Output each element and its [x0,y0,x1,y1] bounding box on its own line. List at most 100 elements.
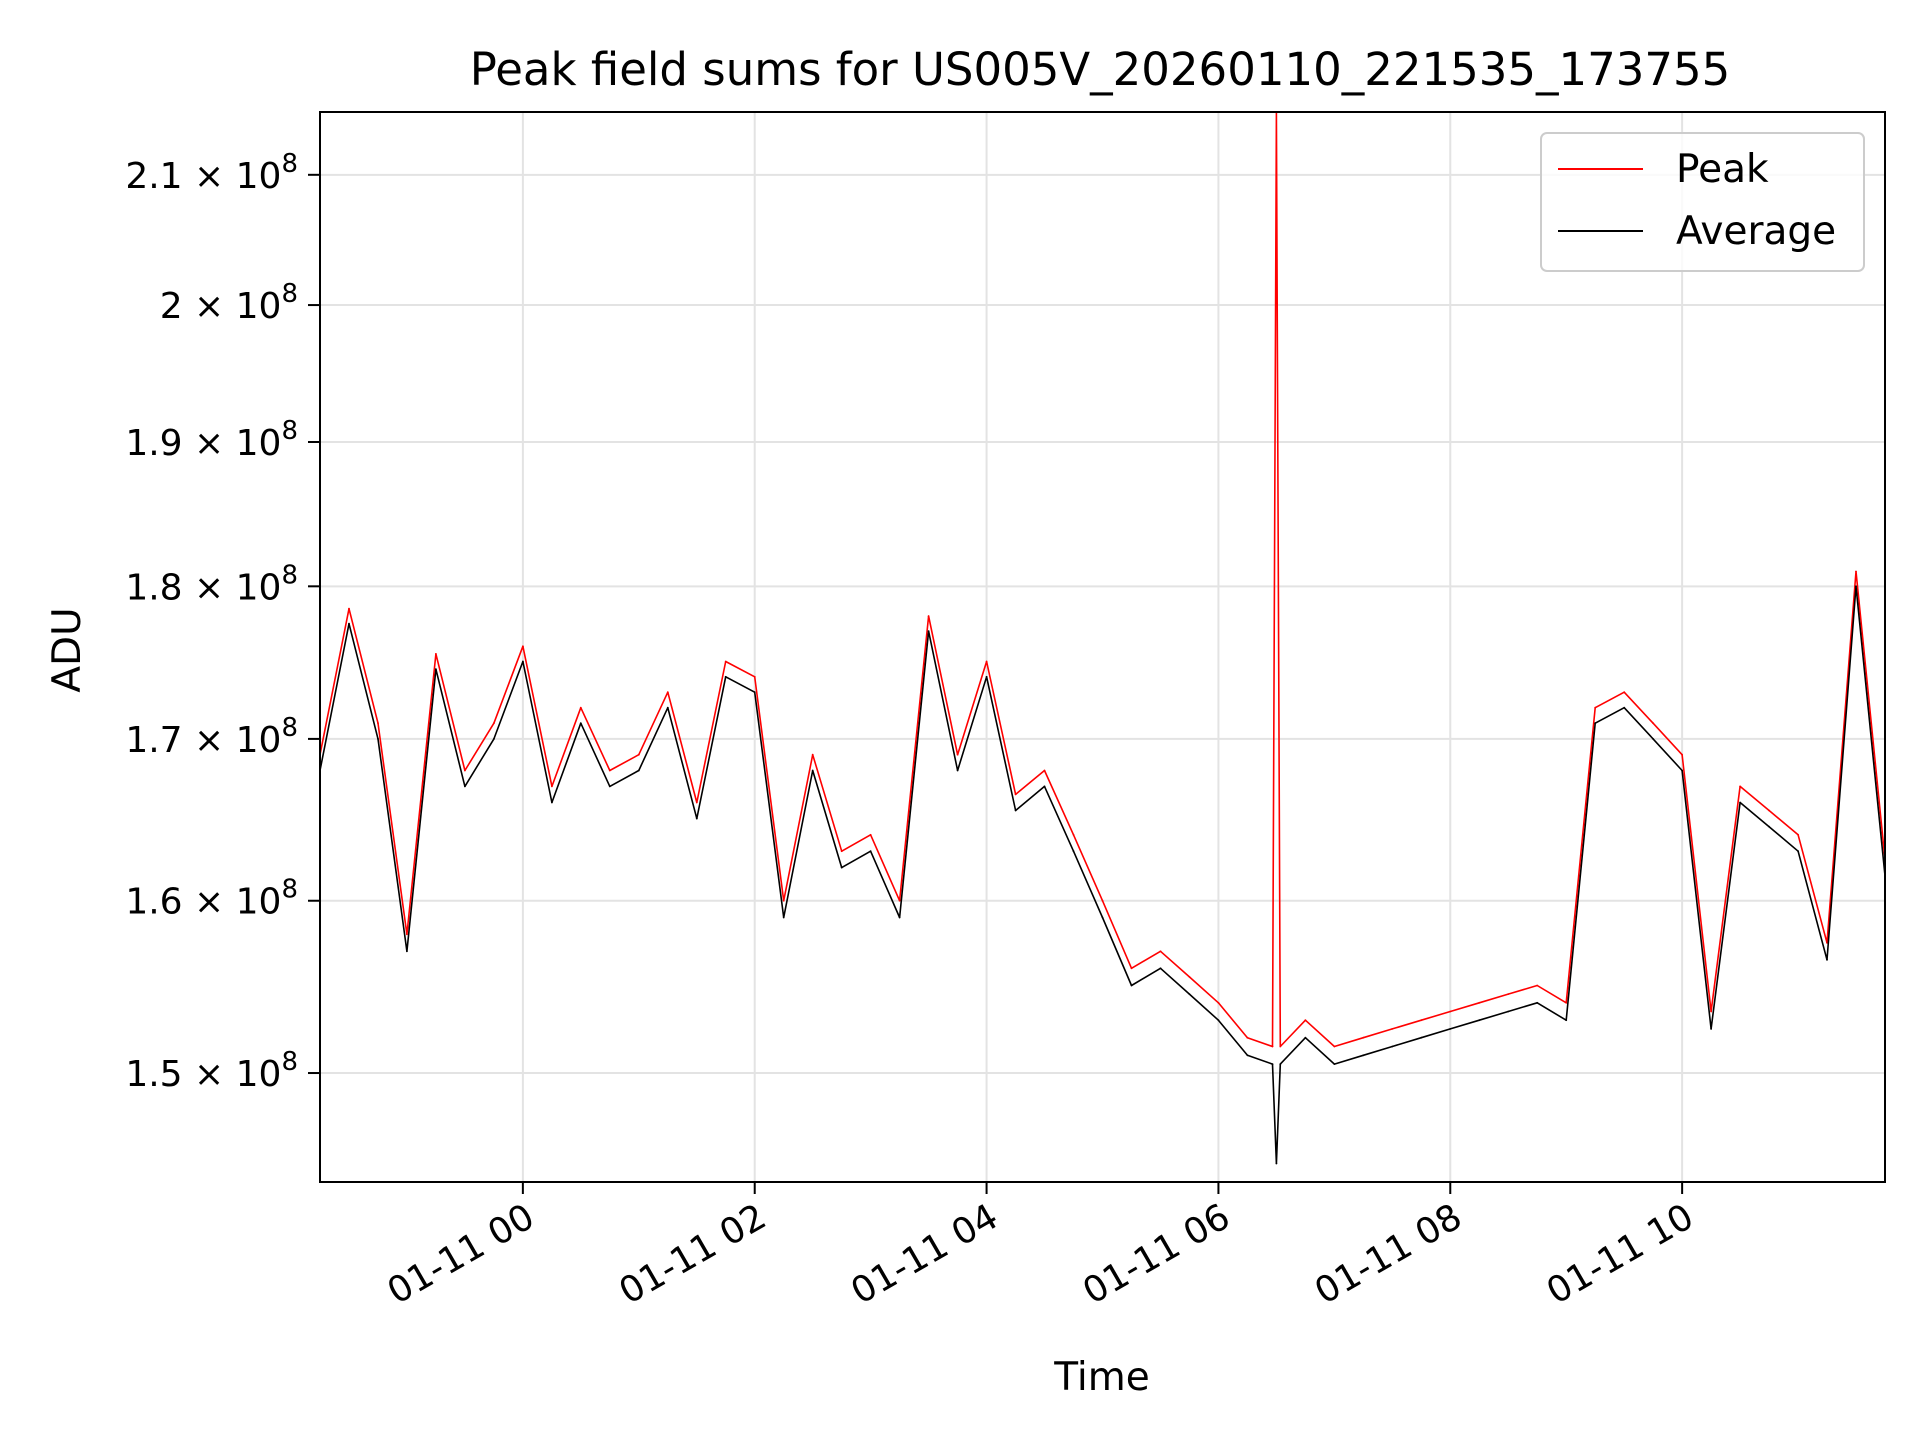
data-point-peak [1188,976,1191,978]
chart-title: Peak field sums for US005V_20260110_2215… [470,43,1731,96]
data-point-peak [1826,941,1828,944]
data-point-average [1275,1162,1278,1165]
data-point-average [579,722,582,725]
legend-label-average: Average [1676,209,1836,254]
data-point-average [782,916,785,919]
data-point-peak [1246,1036,1249,1039]
data-point-average [1271,1063,1274,1065]
data-point-average [985,675,988,678]
data-point-peak [1855,570,1857,573]
data-point-peak [1271,1045,1274,1048]
data-point-average [1333,1063,1336,1065]
data-point-peak [840,850,843,853]
x-axis-label: Time [1053,1355,1149,1400]
x-tick-label: 01-11 00 [381,1196,542,1312]
data-point-average [1420,1036,1423,1039]
data-point-peak [435,653,437,655]
data-point-average [1130,984,1133,987]
y-tick-times: × 10 [183,720,282,761]
y-tick-label: 1.5 × 108 [125,1047,298,1095]
data-point-peak [956,753,959,756]
data-point-peak [1333,1045,1336,1048]
data-point-peak [666,691,669,694]
data-point-average [1014,809,1017,812]
y-tick-times: × 10 [183,156,282,197]
data-point-average [1101,916,1104,919]
data-point-average [1855,585,1857,588]
series-lines [319,111,1886,1165]
data-point-peak [1304,1019,1307,1022]
data-point-peak [1420,1019,1423,1022]
y-tick-label: 1.8 × 108 [125,560,298,608]
data-point-peak [1507,993,1510,995]
x-tick-label: 01-11 06 [1076,1196,1237,1312]
data-point-peak [1101,899,1104,902]
data-point-peak [1043,769,1046,772]
data-point-peak [493,722,495,725]
data-point-average [464,785,466,788]
data-point-peak [1159,950,1162,953]
y-tick-times: × 10 [183,423,282,464]
y-tick-times: × 10 [183,1054,282,1095]
data-point-average [840,866,843,869]
data-point-average [724,675,727,678]
data-point-average [1217,1019,1220,1022]
data-point-average [637,769,640,772]
data-point-peak [1594,706,1597,709]
data-point-peak [1279,1045,1282,1048]
data-point-peak [869,833,872,836]
data-point-average [435,668,437,671]
data-point-average [695,817,698,820]
legend-label-peak: Peak [1676,147,1769,192]
data-point-average [1507,1010,1510,1013]
data-point-average [377,738,379,740]
legend: Peak Average [1540,132,1865,272]
data-point-average [1188,993,1191,995]
data-point-peak [811,753,814,756]
data-point-peak [551,785,553,788]
y-tick-mantissa: 1.9 [125,423,182,464]
data-point-peak [1072,833,1075,836]
data-point-peak [898,899,901,902]
y-tick-times: × 10 [183,882,282,923]
y-tick-times: × 10 [183,286,282,327]
data-point-average [551,801,553,804]
data-point-peak [1623,691,1626,694]
data-point-peak [1130,967,1133,970]
data-point-average [956,769,959,772]
y-tick-mantissa: 1.5 [125,1054,182,1095]
data-point-average [869,850,872,853]
data-point-peak [377,722,379,725]
y-tick-exponent: 8 [281,279,298,309]
data-point-average [1391,1045,1394,1048]
y-tick-times: × 10 [183,567,282,608]
plot-background [320,112,1885,1182]
data-point-peak [724,660,727,663]
plot-frame [319,111,1886,1183]
data-point-peak [1768,809,1770,812]
data-point-average [753,691,756,694]
y-axis-label: ADU [45,607,90,692]
data-point-average [1710,1028,1712,1030]
data-point-peak [782,899,785,902]
data-point-peak [753,675,756,678]
x-tick-label: 01-11 10 [1540,1196,1701,1312]
y-tick-label: 1.9 × 108 [125,416,298,464]
data-point-peak [1014,793,1017,796]
data-point-average [1536,1001,1539,1004]
x-tick-label: 01-11 02 [613,1196,774,1312]
data-point-average [1304,1036,1307,1039]
y-tick-mantissa: 2 [160,286,183,327]
data-point-average [1826,958,1828,961]
data-point-average [1449,1028,1452,1030]
data-point-average [522,660,524,663]
y-tick-exponent: 8 [281,149,298,179]
data-point-peak [1739,785,1741,788]
data-point-average [1681,769,1683,772]
data-point-average [1565,1019,1568,1022]
data-point-average [1279,1063,1282,1065]
data-point-average [1594,722,1597,725]
y-tick-label: 2 × 108 [160,279,298,327]
